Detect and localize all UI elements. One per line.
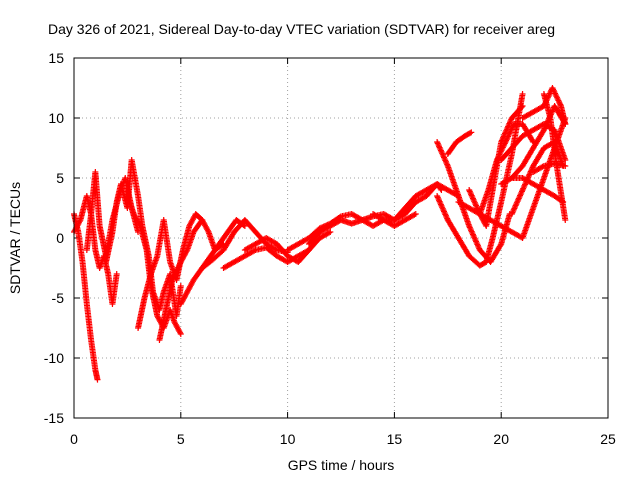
data-point-markers: [305, 211, 419, 247]
data-point-markers: [508, 139, 567, 217]
y-tick-label: -10: [44, 350, 64, 366]
x-tick-label: 25: [600, 431, 616, 447]
x-axis-label: GPS time / hours: [288, 457, 395, 473]
x-tick-label: 0: [70, 431, 78, 447]
y-tick-label: -5: [52, 290, 65, 306]
data-point-markers: [444, 129, 475, 157]
x-tick-label: 15: [387, 431, 403, 447]
chart-title: Day 326 of 2021, Sidereal Day-to-day VTE…: [48, 21, 555, 37]
plot-frame: [73, 57, 609, 419]
data-points: [71, 85, 569, 383]
series-sat-g: [156, 217, 227, 343]
series-sat-m: [305, 211, 419, 247]
series-sat-ab: [530, 160, 569, 175]
series-sat-o: [391, 181, 445, 223]
series-sat-i: [199, 217, 291, 271]
data-point-markers: [199, 217, 291, 271]
series-sat-k: [241, 229, 334, 265]
x-tick-label: 20: [493, 431, 509, 447]
data-point-markers: [71, 211, 101, 383]
series-sat-y: [508, 103, 569, 181]
y-tick-label: 15: [48, 50, 64, 66]
data-point-markers: [156, 217, 227, 343]
y-tick-label: 0: [56, 230, 64, 246]
data-point-markers: [220, 244, 312, 271]
y-tick-label: 5: [56, 170, 64, 186]
series-sat-r: [444, 129, 475, 157]
data-point-markers: [476, 121, 537, 217]
y-tick-label: 10: [48, 110, 64, 126]
series-sat-u: [476, 121, 537, 217]
data-point-markers: [241, 229, 334, 265]
x-tick-label: 5: [177, 431, 185, 447]
x-tick-label: 10: [280, 431, 296, 447]
series-sat-a: [71, 211, 101, 383]
data-point-markers: [530, 160, 569, 175]
y-axis-label: SDTVAR / TECUs: [7, 182, 23, 294]
series-sat-x: [508, 139, 567, 217]
data-point-markers: [508, 103, 569, 181]
axis-ticks: 0 5 10 15 20 25 -15 -10 -5 0 5 10 15: [44, 50, 616, 447]
y-tick-label: -15: [44, 410, 64, 426]
data-point-markers: [391, 181, 445, 223]
series-sat-j: [220, 244, 312, 271]
